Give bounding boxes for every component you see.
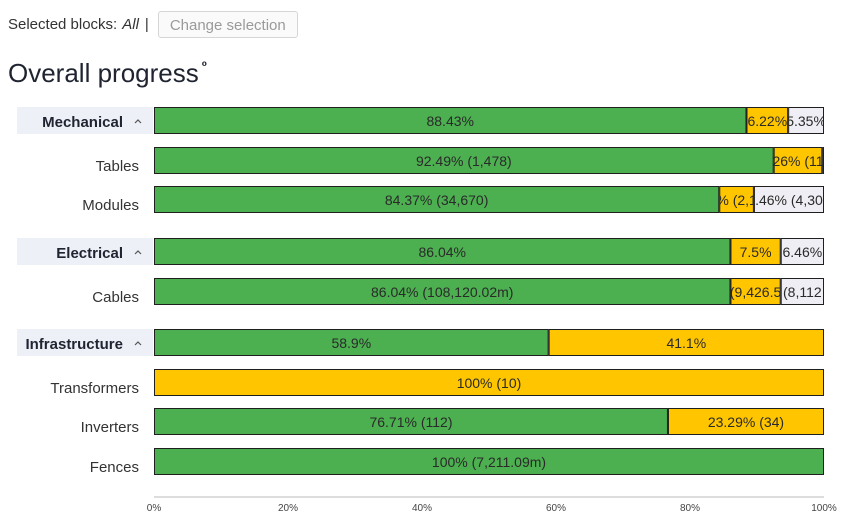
bar-data-label: 84.37% (34,670) [385, 192, 489, 208]
bar-data-label: (9,426.5 [730, 284, 782, 300]
x-tick-label: 60% [546, 503, 566, 514]
bar-segment-done [154, 238, 731, 265]
bar-data-label: .46% (4,30 [755, 192, 823, 208]
chevron-up-icon[interactable] [134, 250, 142, 255]
x-tick-label: 80% [680, 503, 700, 514]
bar-row-fences: Fences 100% (7,211.09m) [90, 448, 824, 476]
bar-data-label: 100% (10) [457, 375, 522, 391]
bar-row-tables: Tables 92.49% (1,478) 26% (11 [96, 147, 825, 175]
bar-data-label: 7.5% [740, 244, 772, 260]
group-label: Mechanical [42, 114, 123, 131]
bar-segment-done [154, 107, 747, 134]
bar-data-label: 92.49% (1,478) [416, 153, 512, 169]
bar-segment-done [154, 186, 720, 213]
group-header-bg[interactable] [17, 238, 153, 265]
bar-data-label: % (2,1 [716, 192, 757, 208]
bar-data-label: 5.35% [786, 113, 826, 129]
chevron-up-icon[interactable] [134, 341, 142, 346]
bar-row-electrical: Electrical 86.04% 7.5% 6.46% [17, 238, 825, 265]
bar-data-label: 41.1% [666, 335, 706, 351]
bar-data-label: (8,112 [783, 284, 822, 300]
bar-row-transformers: Transformers 100% (10) [50, 369, 824, 397]
info-icon[interactable]: ⁰ [201, 59, 207, 73]
bar-segment-remaining [780, 238, 825, 265]
bar-segment-in-progress [667, 408, 824, 435]
selection-bar: Selected blocks: All | Change selection [8, 10, 298, 38]
page-title-text: Overall progress [8, 58, 199, 88]
group-header-bg[interactable] [17, 107, 153, 134]
bar-data-label: 6.22% [747, 113, 787, 129]
x-tick-label: 0% [147, 503, 162, 514]
bar-row-modules: Modules 84.37% (34,670) % (2,1.46% (4,30 [82, 186, 825, 214]
x-tick-label: 20% [278, 503, 298, 514]
bar-segment-done [154, 329, 549, 356]
group-label: Electrical [56, 245, 123, 262]
row-label: Tables [96, 158, 139, 175]
bar-segment-done [154, 408, 668, 435]
bar-row-infrastructure: Infrastructure 58.9% 41.1% [17, 329, 824, 356]
bar-data-label: 76.71% (112) [369, 414, 452, 430]
group-header-bg[interactable] [17, 329, 153, 356]
bar-segment-done [154, 147, 774, 174]
row-label: Inverters [81, 419, 139, 436]
change-selection-button[interactable]: Change selection [157, 10, 298, 38]
bar-segment-remaining [780, 278, 825, 305]
bar-segment-remaining [788, 107, 825, 134]
bar-data-label: 6.46% [783, 244, 823, 260]
bar-segment-in-progress [746, 107, 789, 134]
chevron-up-icon[interactable] [134, 119, 142, 124]
bar-data-label: 88.43% [426, 113, 473, 129]
x-tick-label: 100% [811, 503, 837, 514]
bar-segment-remaining [753, 186, 825, 213]
bar-segment-in-progress [719, 186, 754, 213]
bar-data-label: 26% (11 [772, 153, 823, 169]
bar-data-label: 86.04% [418, 244, 465, 260]
separator: | [144, 15, 149, 33]
selected-blocks-label: Selected blocks: [8, 15, 118, 33]
bar-row-inverters: Inverters 76.71% (112) 23.29% (34) [81, 408, 824, 436]
bar-segment-in-progress [548, 329, 824, 356]
bar-data-label: 58.9% [331, 335, 371, 351]
bar-row-cables: Cables 86.04% (108,120.02m) (9,426.5 (8,112 [92, 278, 825, 306]
bar-segment-done [154, 278, 731, 305]
bar-segment-in-progress [773, 147, 823, 174]
group-label: Infrastructure [25, 336, 123, 353]
bar-segment-in-progress [730, 278, 781, 305]
page-title: Overall progress ⁰ [8, 58, 207, 89]
selected-blocks-value: All [122, 15, 139, 33]
bar-segment-in-progress [730, 238, 781, 265]
bar-segment-remaining [822, 147, 825, 174]
row-label: Fences [90, 459, 139, 476]
bar-row-mechanical: Mechanical 88.43% 6.22% 5.35% [17, 107, 826, 134]
bar-data-label: 86.04% (108,120.02m) [371, 284, 513, 300]
row-label: Transformers [50, 380, 139, 397]
row-label: Modules [82, 197, 139, 214]
bar-segment-in-progress [154, 369, 824, 396]
bar-segment-done [154, 448, 824, 475]
row-label: Cables [92, 289, 139, 306]
x-tick-label: 40% [412, 503, 432, 514]
bar-data-label: 100% (7,211.09m) [432, 454, 546, 470]
bar-data-label: 23.29% (34) [708, 414, 784, 430]
